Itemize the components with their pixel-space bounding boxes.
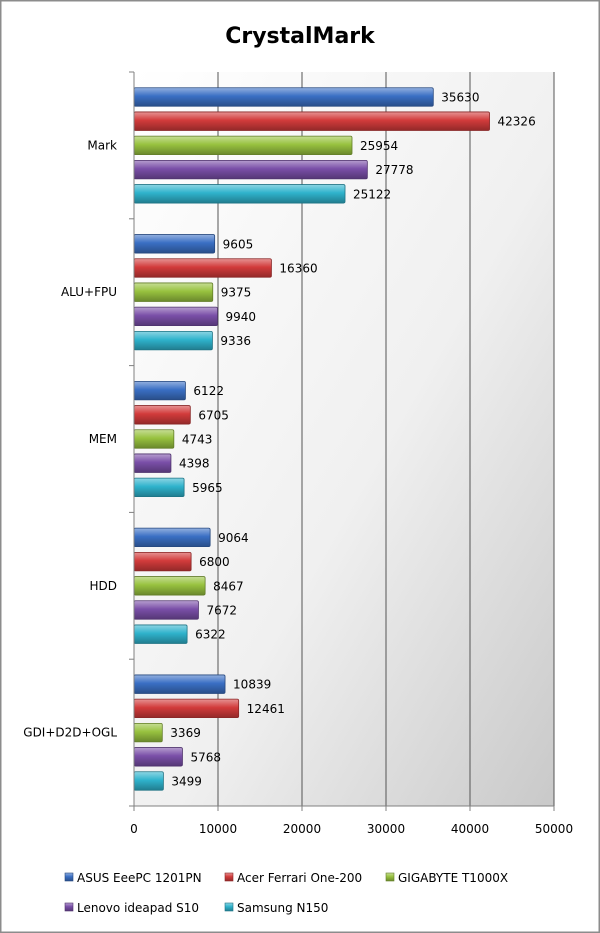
- bar: [133, 527, 211, 548]
- data-label: 5768: [190, 750, 221, 764]
- bar: [133, 477, 185, 498]
- bar: [133, 184, 346, 204]
- data-label: 9336: [220, 334, 251, 348]
- category-label: HDD: [89, 579, 117, 593]
- data-label: 6705: [198, 408, 229, 422]
- bar: [133, 722, 163, 743]
- bar: [133, 282, 214, 302]
- x-tick-label: 0: [130, 822, 138, 836]
- x-tick-label: 50000: [535, 822, 573, 836]
- data-label: 10839: [233, 678, 271, 692]
- data-label: 25122: [353, 187, 391, 201]
- bar: [133, 234, 216, 254]
- data-label: 3499: [171, 775, 202, 789]
- data-label: 6800: [199, 555, 230, 569]
- category-label: ALU+FPU: [61, 285, 117, 299]
- bar: [133, 771, 164, 791]
- legend: ASUS EeePC 1201PN Acer Ferrari One-200 GIG…: [64, 871, 508, 915]
- data-label: 16360: [279, 262, 317, 276]
- bar: [133, 600, 199, 620]
- data-label: 5965: [192, 481, 223, 495]
- bar: [133, 306, 218, 327]
- x-tick-label: 30000: [367, 822, 405, 836]
- legend-label: GIGABYTE T1000X: [398, 871, 508, 885]
- data-label: 4743: [182, 433, 213, 447]
- legend-label: ASUS EeePC 1201PN: [77, 871, 202, 885]
- legend-swatch: [224, 902, 234, 912]
- bar: [133, 453, 172, 473]
- legend-label: Lenovo ideapad S10: [77, 901, 199, 915]
- legend-swatch: [64, 872, 74, 882]
- bar: [133, 698, 240, 719]
- data-label: 6322: [195, 628, 226, 642]
- x-tick-label: 40000: [451, 822, 489, 836]
- x-tick-label: 20000: [283, 822, 321, 836]
- data-label: 42326: [498, 115, 536, 129]
- legend-label: Samsung N150: [237, 901, 328, 915]
- category-label: Mark: [87, 138, 117, 152]
- bar: [133, 405, 191, 425]
- data-label: 9064: [218, 531, 249, 545]
- data-label: 27778: [375, 163, 413, 177]
- data-label: 12461: [247, 702, 285, 716]
- data-label: 7672: [206, 604, 237, 618]
- category-label: MEM: [89, 432, 117, 446]
- legend-swatch: [224, 872, 234, 882]
- legend-label: Acer Ferrari One-200: [237, 871, 362, 885]
- data-label: 35630: [441, 91, 479, 105]
- bar: [133, 429, 175, 449]
- axes: 0 10000 20000 30000 40000 50000 Mark ALU+FPU MEM…: [23, 71, 573, 836]
- bar: [133, 551, 192, 572]
- bars: [133, 87, 490, 791]
- bar: [133, 159, 368, 180]
- bar: [133, 624, 188, 644]
- bar: [133, 747, 183, 767]
- bar: [133, 135, 353, 156]
- bar: [133, 674, 226, 694]
- bar: [133, 330, 213, 351]
- bar: [133, 258, 272, 278]
- legend-swatch: [385, 872, 395, 882]
- bar: [133, 111, 490, 131]
- data-label: 4398: [179, 457, 210, 471]
- data-label: 25954: [360, 139, 398, 153]
- x-tick-label: 10000: [199, 822, 237, 836]
- category-label: GDI+D2D+OGL: [23, 726, 117, 740]
- data-label: 9375: [221, 286, 252, 300]
- bar: [133, 576, 206, 596]
- data-label: 9605: [223, 237, 254, 251]
- bar: [133, 380, 186, 401]
- data-labels: 35630 42326 25954 27778 25122 9605 16360 9375 99…: [170, 91, 535, 789]
- chart-title: CrystalMark: [225, 24, 376, 49]
- data-label: 8467: [213, 579, 244, 593]
- data-label: 3369: [170, 726, 201, 740]
- data-label: 9940: [225, 310, 256, 324]
- bar: [133, 87, 434, 107]
- legend-swatch: [64, 902, 74, 912]
- data-label: 6122: [193, 384, 224, 398]
